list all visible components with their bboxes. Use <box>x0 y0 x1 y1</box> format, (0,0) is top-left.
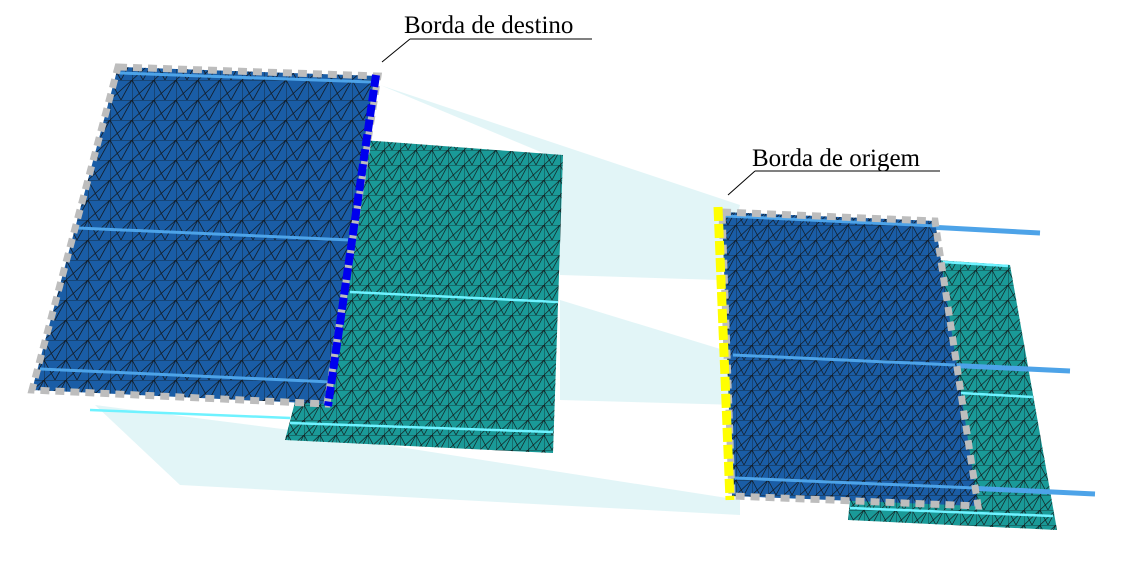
right-teal-panel <box>848 260 1057 530</box>
right-blue-panel <box>713 206 983 510</box>
leader-origem-pointer <box>727 170 756 196</box>
source-edge-label: Borda de origem <box>752 145 921 172</box>
seam-line <box>942 260 1009 268</box>
seam-line <box>734 476 976 490</box>
left-blue-panel <box>27 63 383 408</box>
seam-line <box>39 367 333 384</box>
seam-line <box>349 290 559 304</box>
target-edge-line <box>324 74 380 407</box>
callout-leaders <box>381 38 940 196</box>
seam-line <box>959 391 1034 399</box>
target-edge-label: Borda de destino <box>404 12 574 39</box>
seam-line <box>289 421 554 434</box>
projection-middle <box>560 300 740 405</box>
seam-line <box>849 506 1054 518</box>
source-edge-line <box>713 206 735 501</box>
projection-bottom <box>95 405 740 515</box>
seam-line <box>77 226 351 242</box>
seam-line <box>732 353 956 367</box>
leader-destino-pointer <box>381 38 411 63</box>
seam-line <box>724 214 937 228</box>
seam-line <box>89 408 291 420</box>
seam-line <box>119 71 373 84</box>
